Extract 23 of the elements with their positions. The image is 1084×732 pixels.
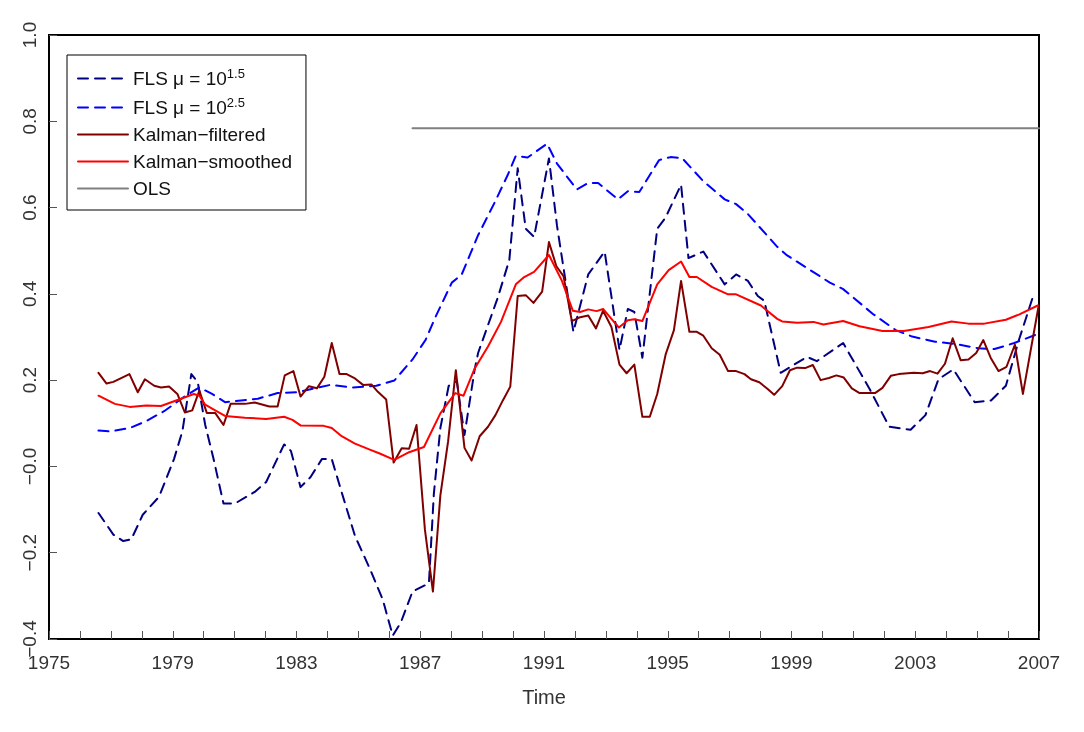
x-tick-label: 2003 [894,652,937,673]
x-tick-label: 1995 [646,652,689,673]
x-tick-label: 2007 [1017,652,1061,673]
y-tick-label: 0.8 [19,108,40,135]
line-series [97,254,1039,461]
legend-label: Kalman−filtered [133,124,266,145]
line-series [97,157,1035,637]
x-tick-label: 1983 [275,652,318,673]
line-series [97,241,1040,593]
legend-label: OLS [133,178,172,199]
y-tick-label: −0.0 [19,447,40,486]
y-tick-label: 1.0 [19,21,40,49]
x-tick-label: 1999 [770,652,813,673]
y-tick-label: −0.2 [19,533,40,572]
y-tick-label: 0.4 [19,280,40,308]
x-tick-label: 1987 [399,652,442,673]
y-tick-label: −0.4 [19,619,40,658]
legend-label: Kalman−smoothed [133,151,292,172]
x-tick-label: 1991 [522,652,566,673]
y-tick-label: 0.2 [19,366,40,394]
y-tick-label: 0.6 [19,194,40,221]
x-axis-title: Time [522,686,566,708]
x-tick-label: 1979 [151,652,194,673]
